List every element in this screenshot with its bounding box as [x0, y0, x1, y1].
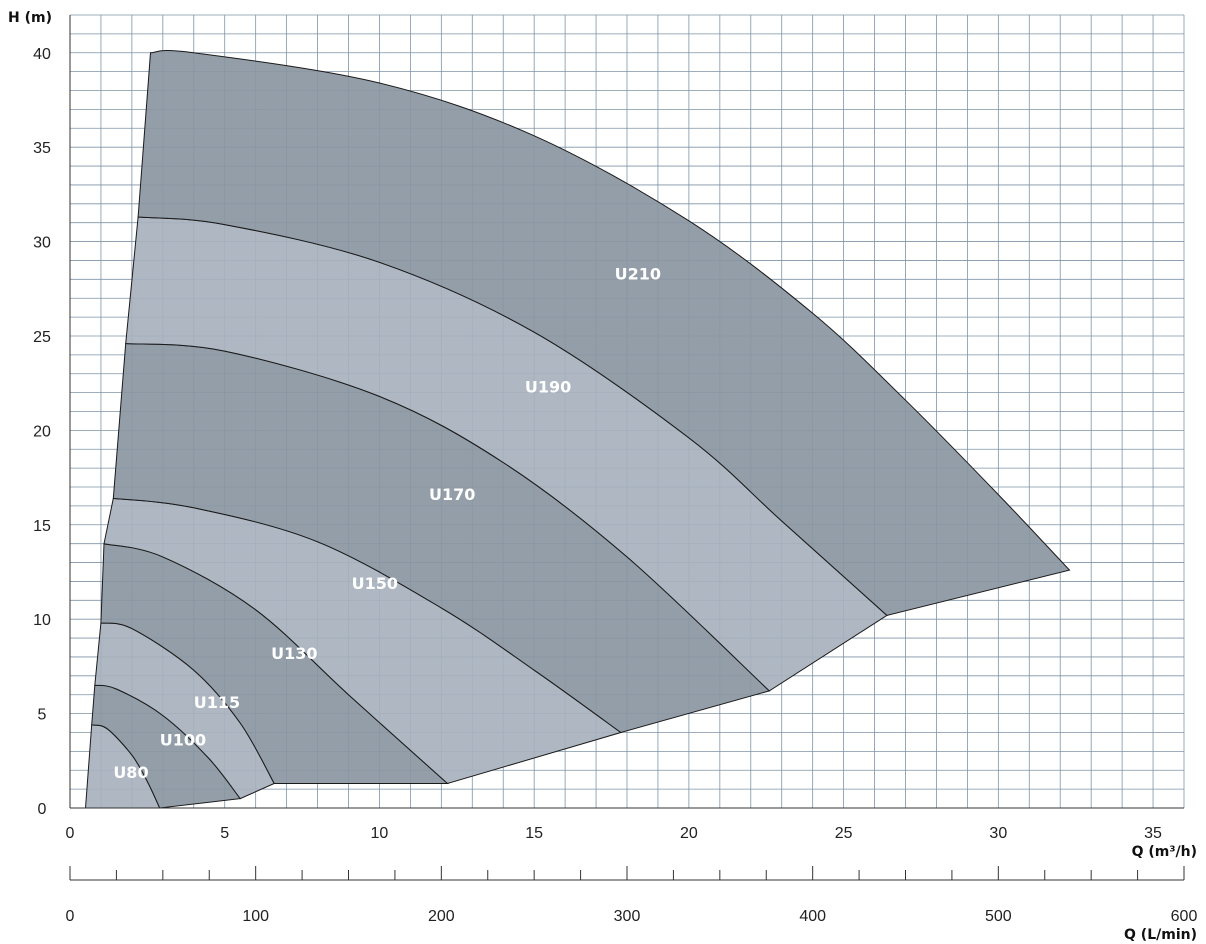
- series-label-u100: U100: [160, 731, 206, 750]
- x-tick-label: 30: [989, 825, 1007, 842]
- x2-tick-label: 200: [428, 908, 455, 925]
- series-label-u190: U190: [525, 378, 571, 397]
- x-tick-label: 5: [220, 825, 229, 842]
- series-label-u115: U115: [194, 693, 240, 712]
- y-tick-label: 5: [38, 707, 47, 724]
- x2-tick-label: 600: [1171, 908, 1198, 925]
- x2-tick-label: 0: [66, 908, 75, 925]
- y-tick-label: 40: [33, 46, 51, 63]
- series-labels: U80 U100 U115 U130 U150 U170 U190 U210: [113, 264, 661, 781]
- y-axis-title: H (m): [8, 10, 52, 26]
- y-tick-label: 35: [33, 140, 51, 157]
- x2-axis-title: Q (L/min): [1124, 927, 1197, 943]
- x-tick-label: 15: [525, 825, 543, 842]
- series-label-u170: U170: [429, 485, 475, 504]
- x-tick-label: 0: [66, 825, 75, 842]
- series-label-u80: U80: [113, 763, 148, 782]
- band-u210: [137, 50, 1071, 616]
- x-tick-label: 10: [371, 825, 389, 842]
- x2-tick-label: 100: [242, 908, 269, 925]
- x-tick-label: 20: [680, 825, 698, 842]
- series-label-u130: U130: [271, 644, 317, 663]
- x2-tick-label: 400: [799, 908, 826, 925]
- y-tick-label: 0: [38, 801, 47, 818]
- x2-tick-label: 300: [614, 908, 641, 925]
- y-tick-label: 10: [33, 612, 51, 629]
- y-tick-label: 15: [33, 518, 51, 535]
- x-axis-title: Q (m³/h): [1132, 844, 1197, 860]
- performance-bands: [84, 50, 1071, 809]
- y-tick-label: 30: [33, 235, 51, 252]
- series-label-u150: U150: [352, 574, 398, 593]
- x-tick-label: 35: [1144, 825, 1162, 842]
- x2-tick-label: 500: [985, 908, 1012, 925]
- x-tick-label: 25: [835, 825, 853, 842]
- y-tick-label: 20: [33, 423, 51, 440]
- y-tick-label: 25: [33, 329, 51, 346]
- series-label-u210: U210: [615, 264, 661, 283]
